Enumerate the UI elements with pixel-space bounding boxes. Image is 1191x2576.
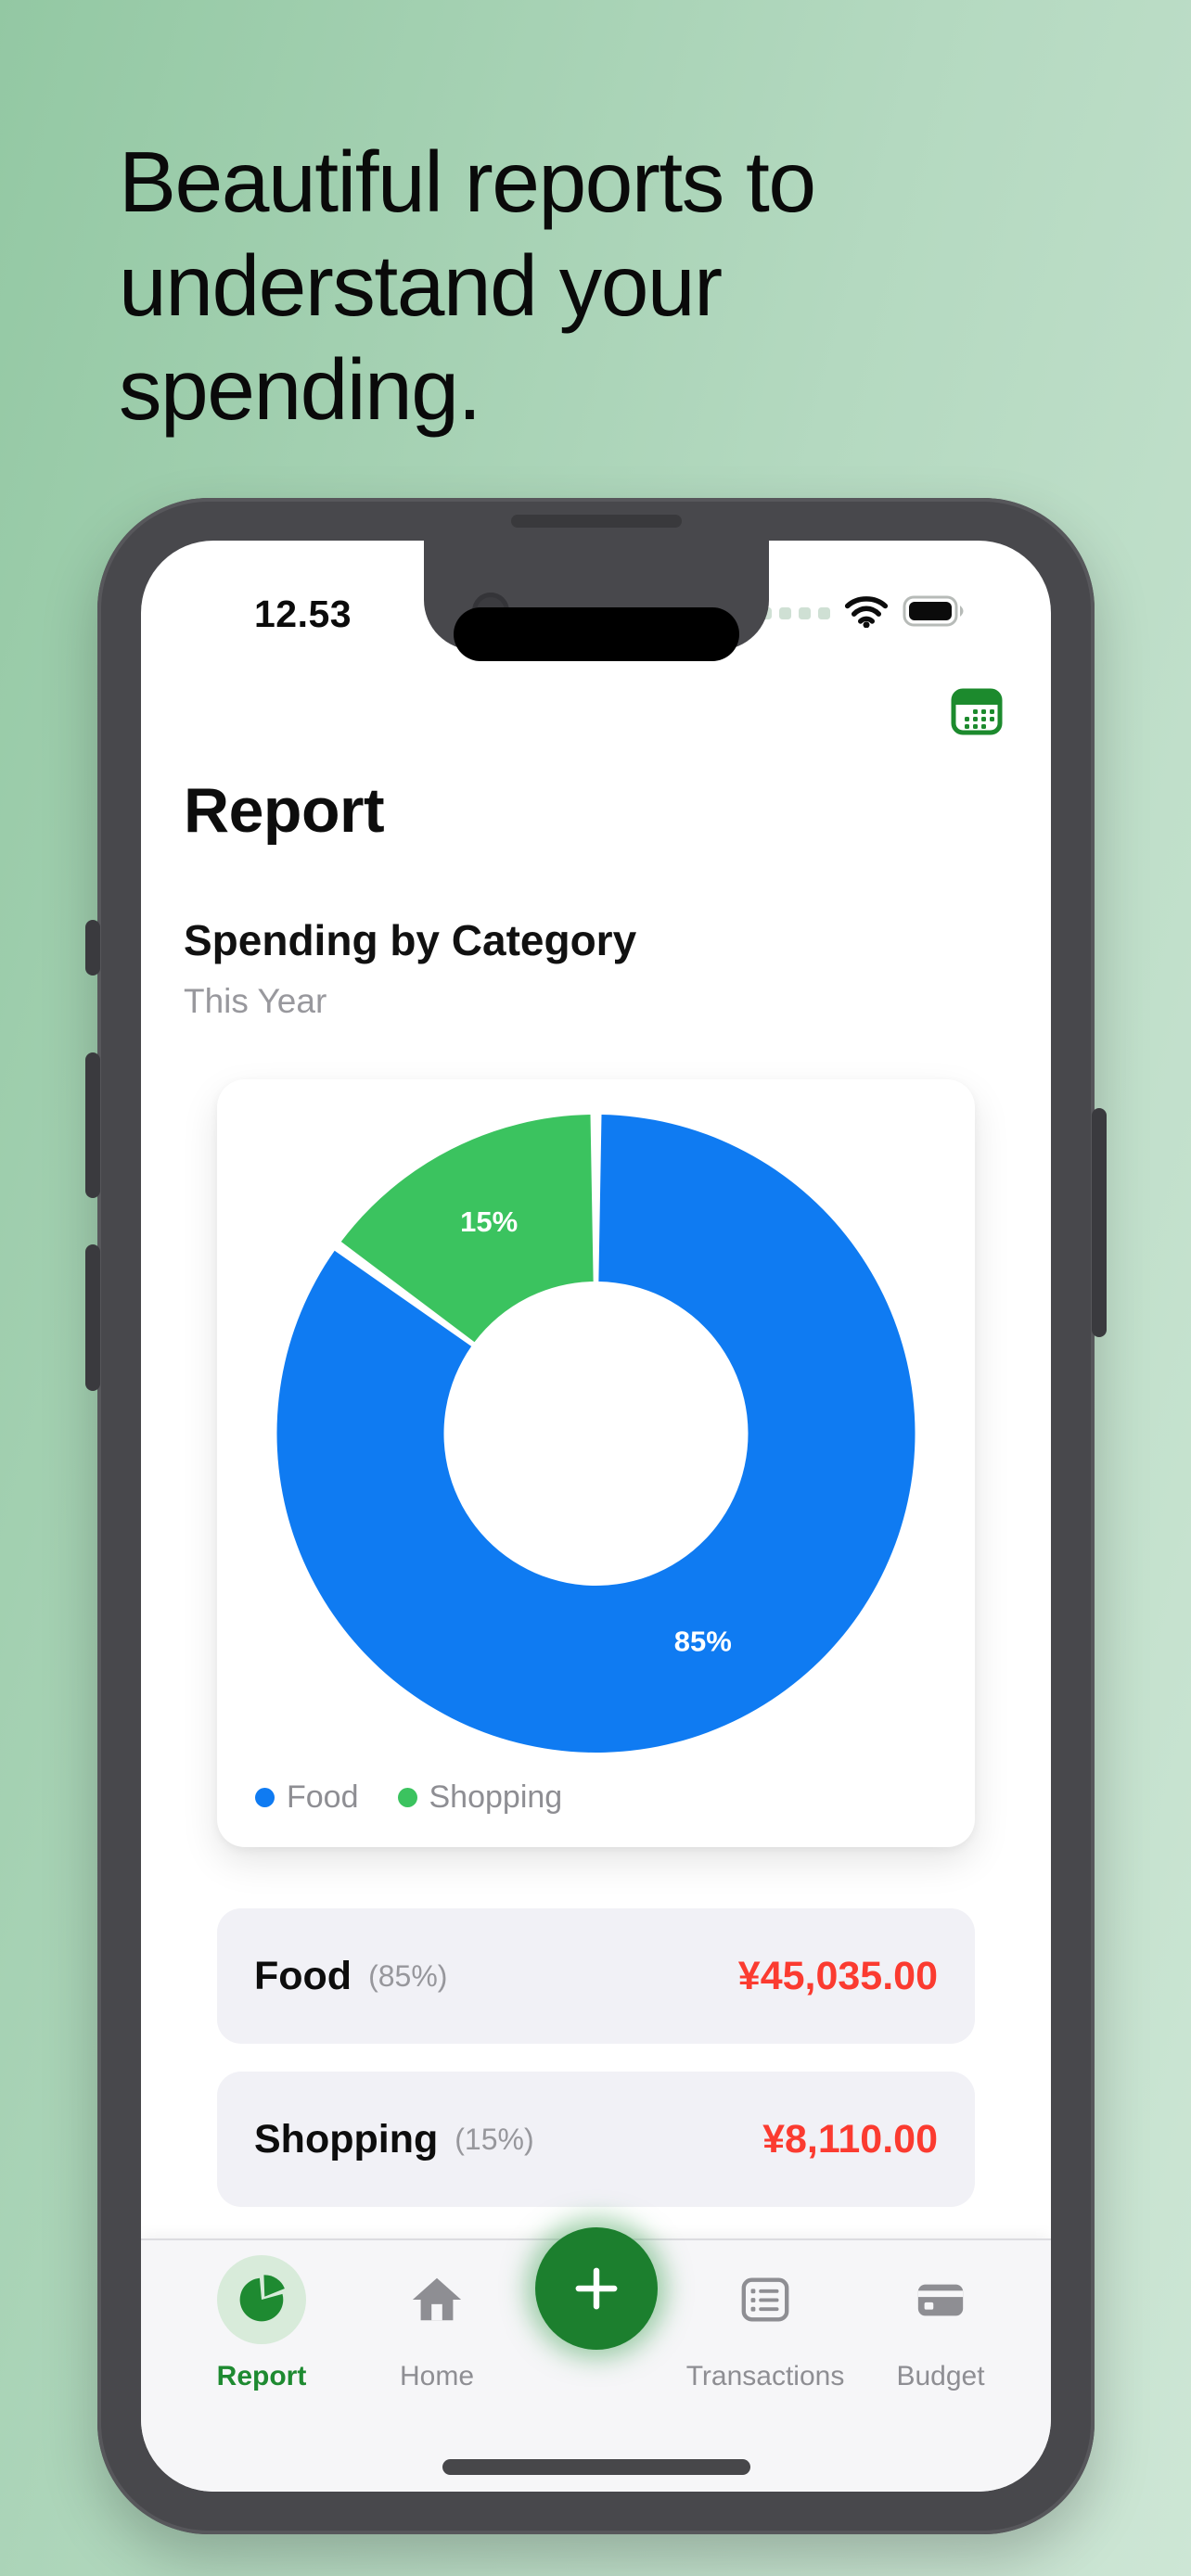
cellular-signal-icon [760,607,830,619]
category-row-shopping[interactable]: Shopping (15%) ¥8,110.00 [217,2072,975,2207]
donut-chart: 85% 15% [276,1115,916,1753]
food-legend-dot [255,1788,275,1807]
donut-slice-food [276,1115,916,1753]
transactions-list-icon [741,2277,789,2322]
legend-label: Food [287,1779,359,1815]
donut-slice-label: 85% [674,1626,732,1658]
power-button [1092,1108,1107,1337]
active-tab-highlight [217,2255,306,2344]
category-name: Shopping [254,2116,439,2162]
app-screen: 12.53 [141,541,1051,2492]
pie-chart-icon [239,2275,285,2322]
mute-switch [85,920,100,976]
donut-slice-label: 15% [460,1205,518,1238]
spending-chart-card: 85% 15% Food Shopping [217,1079,975,1847]
earpiece-speaker [510,515,682,528]
section-subtitle: This Year [184,982,327,1020]
category-amount: ¥45,035.00 [737,1953,938,1998]
legend-label: Shopping [429,1779,563,1815]
headline-line-1: Beautiful reports to [119,134,816,230]
legend-item-shopping: Shopping [397,1779,563,1816]
wifi-icon [844,594,889,632]
tab-label: Home [399,2361,475,2391]
category-percent: (85%) [368,1958,448,1993]
tab-report[interactable]: Report [173,2240,350,2392]
plus-icon [575,2267,617,2310]
legend-item-food: Food [255,1779,359,1816]
status-icons [760,594,967,632]
notch-pill [453,607,739,661]
volume-up-button [85,1052,100,1198]
tab-budget[interactable]: Budget [852,2240,1029,2392]
tab-bar: Report Home [141,2227,1051,2492]
volume-down-button [85,1244,100,1391]
section-title: Spending by Category [184,916,637,964]
headline-line-2: understand your [119,237,723,334]
battery-icon [903,595,967,631]
shopping-legend-dot [397,1788,417,1807]
category-percent: (15%) [455,2122,534,2156]
status-time: 12.53 [254,593,352,635]
add-transaction-button[interactable] [534,2227,658,2350]
home-indicator [442,2459,750,2475]
headline-line-3: spending. [119,341,481,438]
category-row-food[interactable]: Food (85%) ¥45,035.00 [217,1908,975,2044]
chart-legend: Food Shopping [255,1779,562,1816]
category-amount: ¥8,110.00 [762,2116,938,2162]
tab-label: Budget [896,2361,985,2391]
donut-slice-shopping [340,1115,594,1343]
tab-home[interactable]: Home [349,2240,525,2392]
phone-mockup: 12.53 [85,498,1107,2534]
calendar-icon[interactable] [951,685,1003,737]
page-title: Report [184,775,385,846]
category-name: Food [254,1953,352,1998]
tab-label: Transactions [685,2361,845,2391]
tab-transactions[interactable]: Transactions [677,2240,853,2392]
home-icon [412,2277,462,2321]
credit-card-icon [917,2284,964,2316]
notch [423,541,769,661]
hero-headline: Beautiful reports to understand your spe… [119,130,816,441]
tab-label: Report [216,2361,307,2391]
